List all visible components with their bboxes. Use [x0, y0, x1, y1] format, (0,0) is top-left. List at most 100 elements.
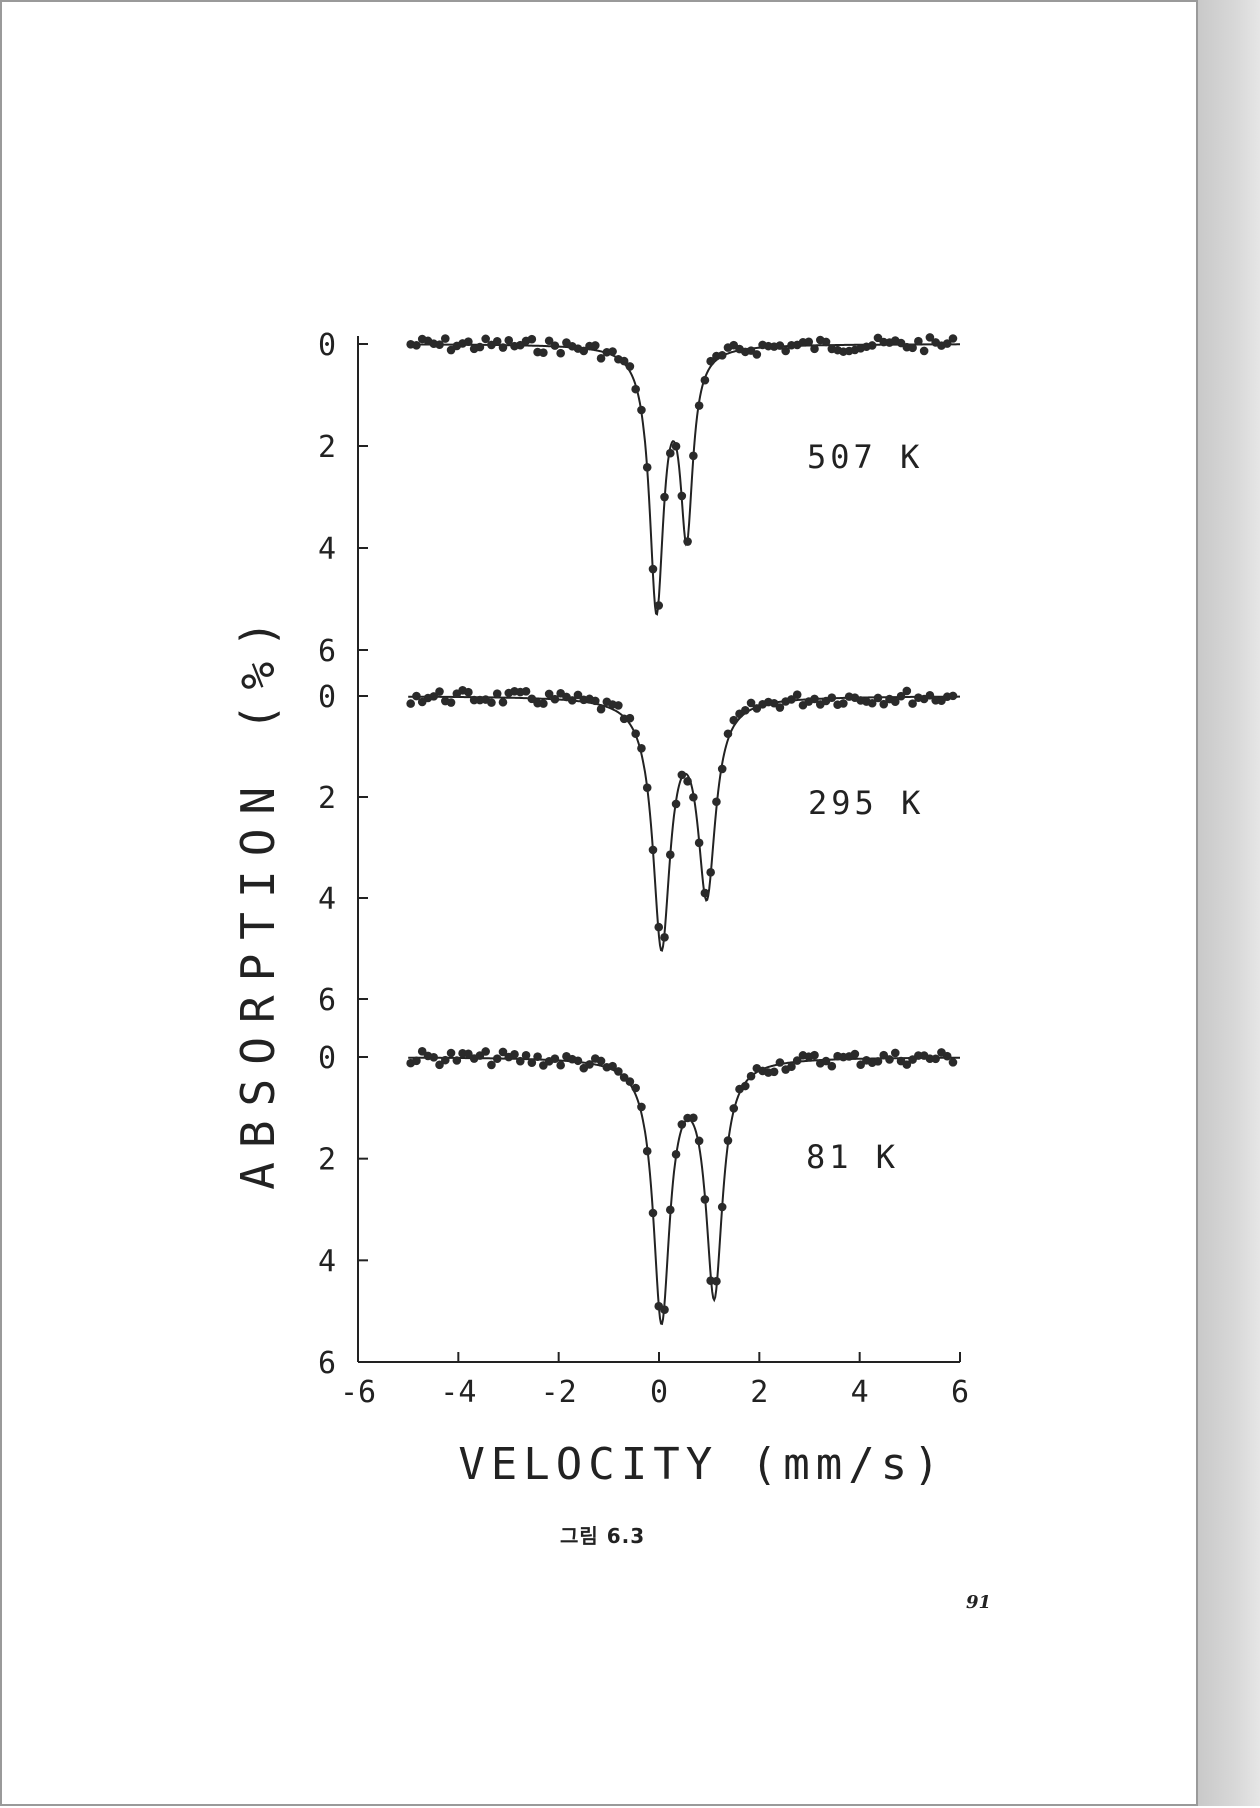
data-point [867, 698, 877, 708]
data-point [665, 448, 675, 458]
data-point [712, 797, 721, 807]
data-point [614, 701, 623, 710]
data-point [637, 743, 646, 753]
data-point [544, 336, 554, 346]
data-point [596, 354, 606, 363]
data-point [556, 1060, 565, 1070]
data-point [827, 693, 837, 702]
data-point [850, 1049, 860, 1059]
data-point [492, 1054, 502, 1063]
data-point [792, 1056, 802, 1065]
data-point [700, 375, 710, 385]
data-point [810, 344, 819, 354]
data-point [700, 1195, 710, 1204]
data-point [464, 337, 473, 346]
data-point [914, 336, 923, 346]
data-point [775, 1058, 785, 1067]
data-point [631, 1083, 640, 1093]
y-tick-label: 4 [318, 1244, 336, 1279]
data-point [885, 1055, 894, 1064]
y-tick-label: 0 [318, 328, 336, 363]
data-point [717, 1202, 727, 1212]
data-point [942, 339, 952, 348]
data-point [590, 341, 600, 350]
data-point [573, 1056, 583, 1066]
data-point [908, 343, 917, 353]
data-point [608, 347, 617, 356]
fit-line [408, 1056, 960, 1326]
data-point [665, 850, 675, 860]
series-label: 507 K [807, 438, 923, 476]
data-point [740, 706, 750, 715]
data-point [717, 764, 727, 774]
data-point [677, 770, 687, 780]
data-point [948, 334, 958, 343]
data-point [740, 1081, 750, 1091]
data-point [660, 492, 669, 502]
data-point [642, 1146, 652, 1156]
data-point [648, 564, 658, 574]
data-point [694, 1136, 704, 1146]
data-point [723, 1136, 733, 1145]
data-point [775, 341, 785, 350]
data-point [775, 703, 785, 712]
data-point [671, 799, 681, 809]
data-point [648, 845, 658, 855]
x-tick-label: 4 [851, 1375, 869, 1410]
data-point [631, 384, 640, 394]
data-point [608, 1061, 617, 1071]
data-point [625, 713, 635, 723]
data-point [873, 693, 883, 703]
data-point [902, 686, 912, 696]
data-point [683, 537, 692, 546]
figure-caption: 그림 6.3 [560, 1524, 646, 1548]
data-point [452, 1056, 462, 1065]
data-point [567, 696, 577, 705]
data-point [637, 405, 646, 415]
data-point [481, 334, 490, 344]
data-point [596, 1056, 606, 1066]
y-tick-label: 4 [318, 882, 336, 917]
data-point [504, 336, 514, 345]
data-point [839, 699, 848, 708]
x-tick-label: -2 [541, 1375, 577, 1410]
data-point [550, 1054, 560, 1064]
data-point [677, 1120, 687, 1129]
page-number: 91 [966, 1592, 992, 1613]
data-point [596, 704, 606, 714]
data-point [556, 348, 565, 358]
data-point [746, 1071, 756, 1081]
data-point [446, 1048, 456, 1058]
data-point [539, 699, 548, 708]
data-point [792, 690, 802, 699]
data-point [810, 694, 819, 704]
data-point [464, 1049, 473, 1059]
data-point [717, 351, 727, 360]
y-axis-label: ABSORPTION (%) [231, 606, 285, 1190]
data-point [429, 692, 439, 701]
data-point [487, 1060, 496, 1070]
data-point [706, 868, 715, 877]
data-point [492, 336, 502, 346]
data-point [706, 356, 715, 366]
data-point [498, 697, 508, 707]
document-page: -6 -4 -2 0 2 4 6 VELOCITY (mm/s) ABSORPTION (%) 0… [0, 0, 1198, 1806]
data-point [625, 1077, 635, 1086]
fit-line [408, 695, 960, 952]
data-point [752, 350, 762, 359]
data-point [694, 838, 704, 848]
data-point [729, 1104, 739, 1113]
data-point [475, 342, 485, 352]
data-point [412, 1056, 421, 1066]
data-point [723, 729, 733, 739]
data-point [925, 333, 935, 342]
data-point [660, 1305, 669, 1315]
data-point [769, 1067, 779, 1077]
data-point [533, 1052, 542, 1061]
data-point [642, 783, 652, 793]
data-point [648, 1208, 658, 1218]
data-point [879, 699, 889, 709]
y-tick-label: 2 [318, 1143, 336, 1178]
series-label: 81 K [806, 1138, 899, 1176]
data-point [873, 1057, 883, 1066]
